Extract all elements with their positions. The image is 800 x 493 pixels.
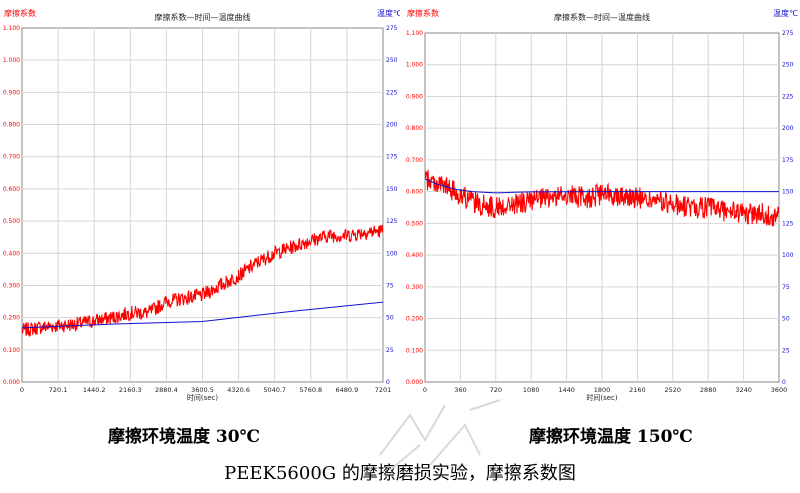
y-tick-label-left: 0.200: [406, 316, 423, 323]
y-tick-label-right: 100: [386, 250, 398, 257]
y-tick-label-left: 1.000: [406, 62, 423, 69]
x-axis-label: 时间(sec): [586, 393, 618, 402]
y-tick-label-left: 0.000: [406, 379, 423, 386]
x-tick-label: 720.1: [49, 386, 68, 394]
y-tick-label-right: 75: [782, 284, 790, 291]
y-tick-label-left: 0.300: [3, 282, 20, 289]
x-tick-label: 2160.3: [119, 386, 142, 394]
x-tick-label: 2520: [665, 386, 682, 394]
x-tick-label: 2880.4: [155, 386, 178, 394]
y-tick-label-left: 0.900: [406, 93, 423, 100]
x-tick-label: 1440.2: [83, 386, 106, 394]
stamp-watermark-icon: [379, 399, 501, 471]
x-tick-label: 2160: [629, 386, 646, 394]
figure-caption: PEEK5600G 的摩擦磨损实验，摩擦系数图: [224, 463, 576, 484]
y-tick-label-left: 0.500: [3, 218, 20, 225]
y-axis-left-label: 摩擦系数: [4, 8, 36, 18]
y-tick-label-right: 175: [782, 157, 794, 164]
y-tick-label-right: 150: [386, 186, 398, 193]
y-tick-label-right: 225: [782, 93, 794, 100]
y-tick-label-left: 1.100: [3, 25, 20, 32]
y-tick-label-right: 200: [782, 125, 794, 132]
y-tick-label-left: 0.100: [406, 347, 423, 354]
caption-30c: 摩擦环境温度 30℃: [108, 427, 260, 447]
friction-series-line: [425, 169, 779, 227]
y-tick-label-right: 75: [386, 282, 394, 289]
chart-panel-150c: 摩擦系数—时间—温度曲线 摩擦系数 温度℃ 时间(sec) 0 360 720 1080 144…: [400, 0, 800, 408]
y-tick-label-left: 0.200: [3, 315, 20, 322]
y-tick-label-left: 0.400: [3, 250, 20, 257]
y-tick-label-right: 275: [386, 25, 398, 32]
y-tick-label-right: 0: [782, 379, 786, 386]
y-tick-label-left: 0.300: [406, 284, 423, 291]
caption-150c: 摩擦环境温度 150℃: [529, 427, 693, 447]
x-tick-label: 3240: [735, 386, 752, 394]
x-tick-label: 720: [490, 386, 502, 394]
y-tick-label-right: 125: [386, 218, 398, 225]
y-tick-label-right: 275: [782, 30, 794, 37]
x-tick-label: 360: [454, 386, 466, 394]
x-tick-label: 1440: [558, 386, 575, 394]
x-tick-label: 7201: [375, 386, 392, 394]
friction-chart-30c: 摩擦系数—时间—温度曲线 摩擦系数 温度℃ 时间(sec) 0 720.1 1440.2 21…: [3, 8, 400, 402]
x-tick-label: 5760.8: [299, 386, 322, 394]
y-tick-label-right: 225: [386, 89, 398, 96]
x-tick-label: 3600.5: [191, 386, 214, 394]
y-tick-label-right: 100: [782, 252, 794, 259]
y-tick-label-left: 0.700: [406, 157, 423, 164]
x-tick-label: 2880: [700, 386, 717, 394]
temperature-series-line: [425, 178, 779, 194]
x-tick-label: 1080: [523, 386, 540, 394]
chart-title: 摩擦系数—时间—温度曲线: [554, 12, 650, 22]
y-tick-label-left: 0.700: [3, 154, 20, 161]
chart-panel-30c: 摩擦系数—时间—温度曲线 摩擦系数 温度℃ 时间(sec) 0 720.1 1440.2 21…: [0, 0, 400, 408]
y-tick-label-left: 0.500: [406, 220, 423, 227]
y-tick-label-right: 250: [782, 62, 794, 69]
y-tick-label-left: 0.100: [3, 347, 20, 354]
y-tick-label-right: 50: [386, 315, 394, 322]
y-tick-label-right: 200: [386, 122, 398, 129]
y-tick-label-left: 0.800: [406, 125, 423, 132]
x-tick-label: 0: [423, 386, 427, 394]
friction-chart-150c: 摩擦系数—时间—温度曲线 摩擦系数 温度℃ 时间(sec) 0 360 720 1080 144…: [406, 8, 798, 402]
y-axis-right-label: 温度℃: [377, 8, 400, 18]
y-tick-label-left: 1.000: [3, 57, 20, 64]
y-tick-label-right: 25: [386, 347, 394, 354]
y-tick-label-left: 0.800: [3, 122, 20, 129]
y-tick-label-left: 0.900: [3, 89, 20, 96]
y-tick-label-right: 150: [782, 189, 794, 196]
x-tick-label: 0: [20, 386, 24, 394]
x-tick-label: 5040.7: [263, 386, 286, 394]
y-tick-label-left: 0.600: [3, 186, 20, 193]
y-tick-label-left: 0.000: [3, 379, 20, 386]
y-tick-label-right: 25: [782, 347, 790, 354]
y-axis-left-label: 摩擦系数: [407, 8, 439, 18]
y-tick-label-right: 250: [386, 57, 398, 64]
temperature-series-line: [22, 301, 383, 329]
y-tick-label-left: 1.100: [406, 30, 423, 37]
y-tick-label-right: 125: [782, 220, 794, 227]
y-tick-label-left: 0.600: [406, 189, 423, 196]
y-tick-label-left: 0.400: [406, 252, 423, 259]
x-tick-label: 6480.9: [336, 386, 359, 394]
y-tick-label-right: 175: [386, 154, 398, 161]
y-tick-label-right: 0: [386, 379, 390, 386]
chart-title: 摩擦系数—时间—温度曲线: [155, 12, 251, 22]
x-axis-label: 时间(sec): [187, 393, 219, 402]
x-tick-label: 1800: [594, 386, 611, 394]
y-axis-right-label: 温度℃: [773, 8, 798, 18]
friction-series-line: [22, 224, 383, 338]
x-tick-label: 3600: [771, 386, 788, 394]
x-tick-label: 4320.6: [227, 386, 250, 394]
y-tick-label-right: 50: [782, 316, 790, 323]
